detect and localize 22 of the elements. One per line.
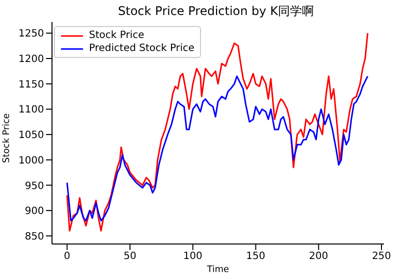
- y-tick-label: 1050: [18, 130, 44, 142]
- y-tick-label: 1150: [18, 79, 44, 90]
- x-tick-label: 150: [246, 251, 266, 262]
- legend-label: Predicted Stock Price: [89, 42, 194, 55]
- y-tick-label: 1100: [18, 104, 44, 116]
- line-series: [66, 32, 368, 232]
- chart-title: Stock Price Prediction by K同学啊: [117, 3, 315, 20]
- line-series: [66, 75, 368, 222]
- y-tick-label: 900: [24, 206, 44, 218]
- y-tick-label: 1250: [18, 28, 44, 40]
- x-tick-label: 100: [183, 251, 202, 262]
- y-axis-title: Stock Price: [2, 112, 12, 163]
- legend-label: Stock Price: [89, 29, 144, 42]
- y-tick-label: 850: [24, 231, 44, 242]
- x-tick-label: 0: [64, 251, 70, 262]
- x-tick-label: 50: [124, 251, 136, 262]
- y-tick-label: 950: [24, 180, 44, 192]
- x-tick-label: 250: [372, 251, 392, 262]
- x-axis-title: Time: [206, 265, 230, 274]
- y-tick-label: 1000: [18, 155, 44, 166]
- x-tick-label: 200: [309, 251, 328, 262]
- y-tick-label: 1200: [18, 54, 44, 66]
